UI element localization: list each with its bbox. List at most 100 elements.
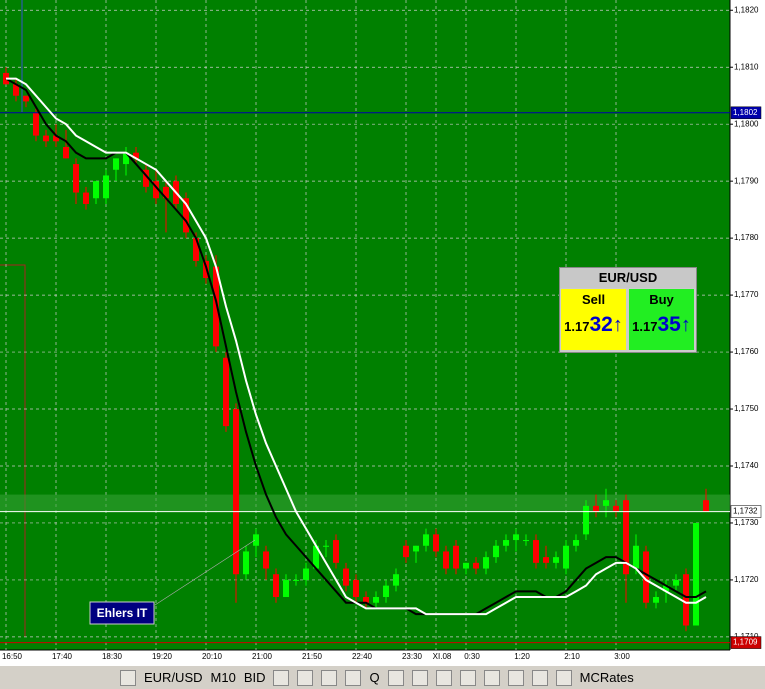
candle-body: [163, 186, 169, 199]
candle-body: [333, 540, 339, 563]
candle-body: [633, 545, 639, 569]
candle-body: [373, 597, 379, 603]
tool-button[interactable]: [555, 669, 572, 686]
candle-body: [383, 585, 389, 598]
candle-body: [53, 135, 59, 142]
candle-body: [673, 579, 679, 586]
candle-body: [343, 568, 349, 586]
candle-body: [553, 557, 559, 563]
tool-button[interactable]: [345, 669, 362, 686]
x-tick-label: 20:10: [202, 652, 223, 661]
tool-button[interactable]: [387, 669, 404, 686]
price-marker: [730, 505, 762, 518]
y-tick-label: 1,1740: [734, 461, 759, 470]
tool-button[interactable]: [411, 669, 428, 686]
tool-button[interactable]: [321, 669, 338, 686]
candle-body: [663, 585, 669, 592]
x-tick-label: XI.08: [433, 652, 452, 661]
tool-button[interactable]: [531, 669, 548, 686]
period-select[interactable]: M10: [210, 670, 236, 685]
candle-body: [453, 545, 459, 569]
candle-body: [683, 574, 689, 626]
price-select[interactable]: BID: [243, 670, 266, 685]
y-tick-label: 1,1750: [734, 404, 759, 413]
price-marker: [730, 636, 762, 649]
candle-body: [133, 152, 139, 159]
range-box: [0, 264, 26, 637]
tool-button[interactable]: [273, 669, 290, 686]
candle-body: [623, 500, 629, 575]
candle-body: [353, 579, 359, 598]
tool-button[interactable]: [459, 669, 476, 686]
candle-body: [83, 192, 89, 204]
quote-title: EUR/USD: [560, 268, 696, 288]
tool-button[interactable]: [483, 669, 500, 686]
candle-body: [363, 597, 369, 603]
candle-body: [513, 534, 519, 541]
x-tick-label: 18:30: [102, 652, 123, 661]
sell-button[interactable]: Sell 1.1732↑: [561, 289, 626, 350]
sell-label: Sell: [581, 292, 606, 307]
candle-body: [113, 158, 119, 170]
candle-body: [543, 557, 549, 563]
candle-body: [103, 175, 109, 199]
y-tick-label: 1,1820: [734, 5, 759, 14]
candle-body: [223, 357, 229, 427]
x-tick-label: 21:50: [302, 652, 323, 661]
annotation-box: [89, 601, 155, 625]
candle-body: [293, 579, 299, 581]
candle-body: [313, 545, 319, 569]
rates-select[interactable]: MCRates: [579, 670, 634, 685]
buy-pips: 35: [657, 313, 681, 336]
quote-panel[interactable]: EUR/USD Sell 1.1732↑ Buy 1.1735↑: [559, 267, 697, 353]
candle-body: [403, 545, 409, 558]
candle-body: [533, 540, 539, 563]
candle-body: [73, 164, 79, 193]
candle-body: [13, 84, 19, 96]
price-marker-label: 1,1802: [733, 108, 758, 117]
candle-body: [503, 540, 509, 546]
y-tick-label: 1,1770: [734, 290, 759, 299]
y-tick-label: 1,1810: [734, 62, 759, 71]
y-tick-label: 1,1780: [734, 233, 759, 242]
candle-body: [323, 545, 329, 547]
candle-body: [613, 505, 619, 512]
candle-body: [63, 146, 69, 159]
axis-bg: [0, 650, 730, 665]
candle-body: [583, 505, 589, 535]
x-tick-label: 21:00: [252, 652, 273, 661]
candle-body: [33, 112, 39, 136]
x-tick-label: 17:40: [52, 652, 73, 661]
sell-pips: 32: [589, 313, 613, 336]
y-tick-label: 1,1760: [734, 347, 759, 356]
candle-body: [413, 545, 419, 552]
candle-body: [693, 522, 699, 626]
symbol-select[interactable]: EUR/USD: [144, 670, 203, 685]
candle-body: [123, 152, 129, 165]
tool-button[interactable]: [507, 669, 524, 686]
y-tick-label: 1,1800: [734, 119, 759, 128]
candle-body: [643, 551, 649, 603]
buy-button[interactable]: Buy 1.1735↑: [629, 289, 694, 350]
tool-button[interactable]: [297, 669, 314, 686]
q-button[interactable]: Q: [369, 670, 380, 685]
candle-body: [253, 534, 259, 546]
tool-button[interactable]: [435, 669, 452, 686]
indicator-line: [6, 77, 707, 616]
scroll-button[interactable]: [120, 669, 136, 686]
candle-body: [423, 534, 429, 546]
price-marker: [730, 106, 762, 120]
price-marker-label: 1,1732: [733, 507, 758, 516]
candle-body: [653, 597, 659, 603]
x-tick-label: 22:40: [352, 652, 373, 661]
candle-body: [303, 568, 309, 580]
candle-body: [213, 266, 219, 347]
x-tick-label: 19:20: [152, 652, 173, 661]
candle-body: [43, 135, 49, 142]
buy-label: Buy: [649, 292, 674, 307]
candle-body: [473, 562, 479, 569]
candle-body: [193, 238, 199, 261]
candle-body: [393, 574, 399, 586]
candle-body: [593, 505, 599, 512]
